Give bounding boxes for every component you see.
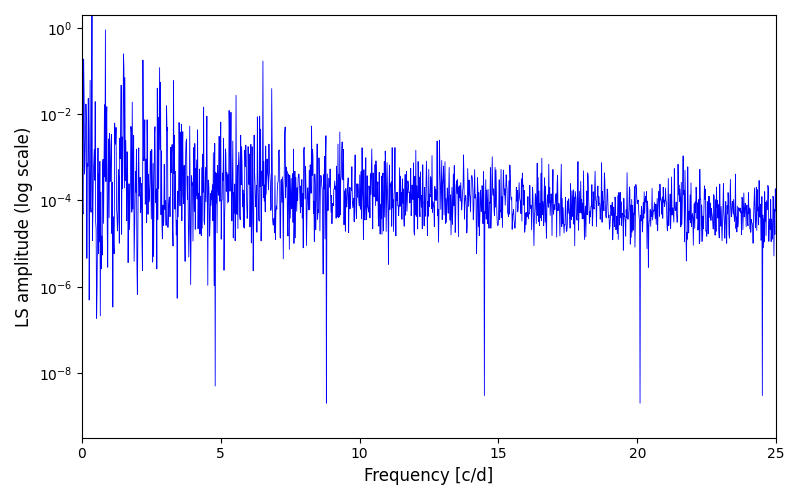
X-axis label: Frequency [c/d]: Frequency [c/d] [364, 467, 494, 485]
Y-axis label: LS amplitude (log scale): LS amplitude (log scale) [15, 126, 33, 326]
